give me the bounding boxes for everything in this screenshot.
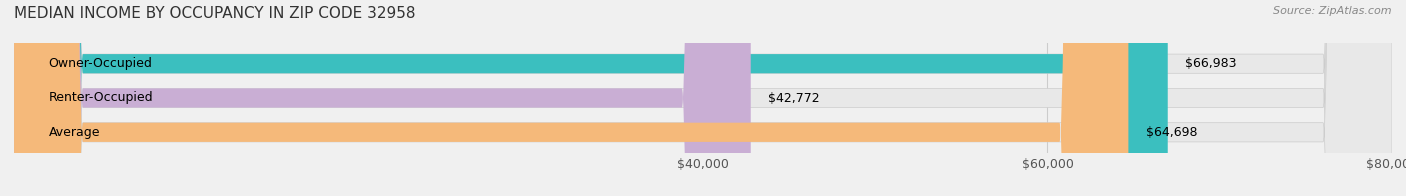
FancyBboxPatch shape: [14, 0, 751, 196]
FancyBboxPatch shape: [14, 0, 1392, 196]
Text: $64,698: $64,698: [1146, 126, 1197, 139]
FancyBboxPatch shape: [14, 0, 1168, 196]
FancyBboxPatch shape: [14, 0, 1392, 196]
Text: MEDIAN INCOME BY OCCUPANCY IN ZIP CODE 32958: MEDIAN INCOME BY OCCUPANCY IN ZIP CODE 3…: [14, 6, 416, 21]
Text: Average: Average: [48, 126, 100, 139]
FancyBboxPatch shape: [14, 0, 1392, 196]
Text: Renter-Occupied: Renter-Occupied: [48, 92, 153, 104]
Text: Owner-Occupied: Owner-Occupied: [48, 57, 152, 70]
Text: Source: ZipAtlas.com: Source: ZipAtlas.com: [1274, 6, 1392, 16]
Text: $42,772: $42,772: [768, 92, 820, 104]
Text: $66,983: $66,983: [1185, 57, 1236, 70]
FancyBboxPatch shape: [14, 0, 1129, 196]
